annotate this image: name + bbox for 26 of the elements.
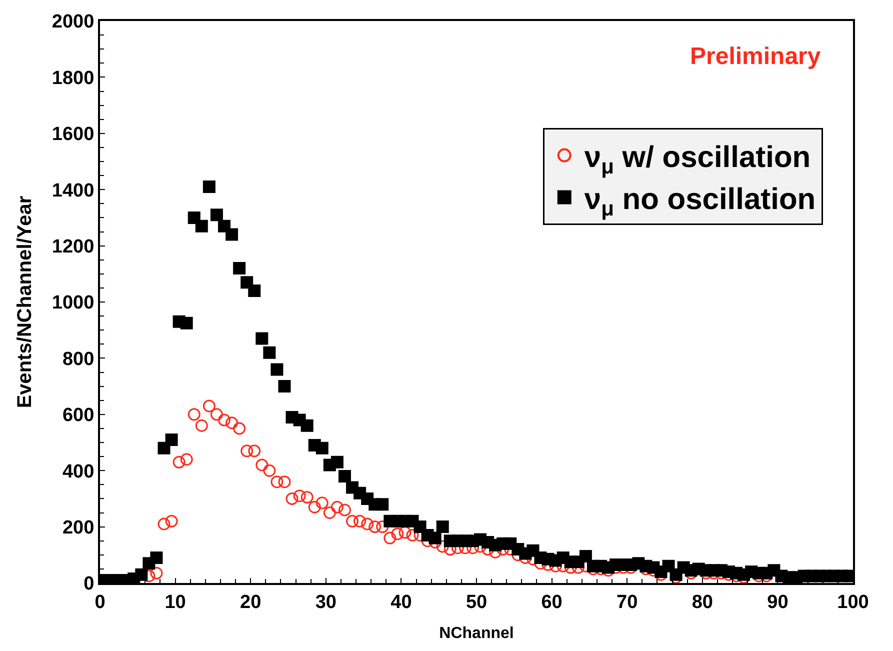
x-tick-label: 30 — [315, 592, 336, 613]
y-tick-label: 1600 — [52, 124, 94, 146]
x-tick-label: 70 — [616, 592, 638, 613]
x-tick-label: 80 — [692, 592, 713, 613]
legend-label: ν$_{μ}$ w/ oscillation — [584, 140, 811, 178]
y-tick-label: 800 — [62, 348, 94, 370]
y-tick-label: 1000 — [52, 292, 94, 314]
annotation: Preliminary — [690, 43, 822, 70]
y-axis-title: Events/NChannel/Year — [14, 196, 36, 408]
y-tick-label: 200 — [62, 517, 94, 538]
x-tick-label: 40 — [390, 592, 412, 613]
x-tick-label: 20 — [240, 592, 262, 613]
y-tick-label: 600 — [62, 405, 94, 426]
y-tick-label: 1800 — [52, 68, 94, 89]
x-axis-title: NChannel — [439, 625, 514, 642]
y-tick-label: 1200 — [52, 236, 94, 258]
x-tick-label: 90 — [767, 592, 788, 613]
legend-label: ν$_{μ}$ no oscillation — [584, 182, 816, 220]
x-tick-label: 10 — [164, 592, 186, 613]
x-tick-label: 50 — [466, 592, 488, 613]
y-tick-label: 1400 — [52, 180, 94, 202]
y-tick-label: 0 — [84, 574, 94, 595]
y-tick-label: 2000 — [52, 12, 94, 33]
x-tick-label: 100 — [837, 592, 869, 613]
x-tick-label: 60 — [541, 592, 562, 613]
y-tick-label: 400 — [62, 461, 94, 482]
